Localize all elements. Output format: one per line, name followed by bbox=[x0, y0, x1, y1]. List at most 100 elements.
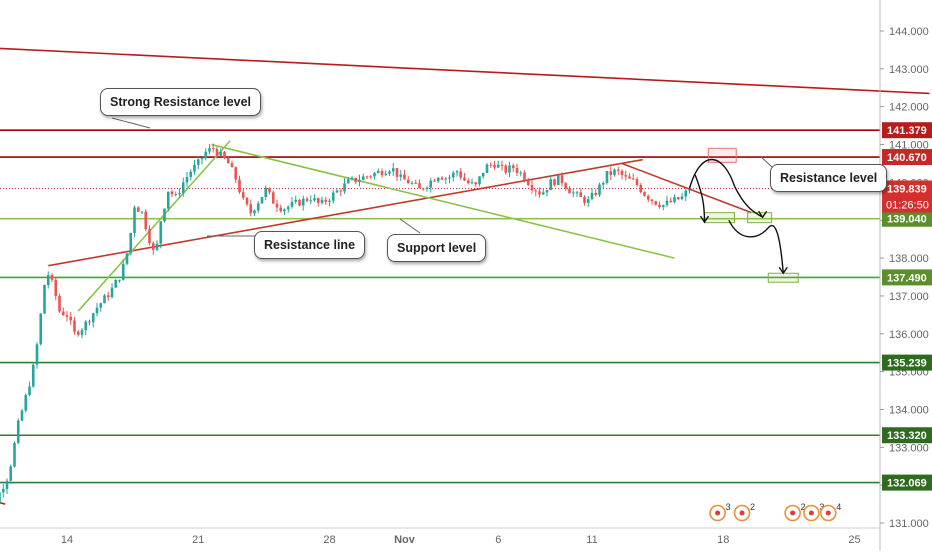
candle-body bbox=[451, 172, 455, 178]
level-badge-6-bg bbox=[882, 474, 932, 491]
candle-body bbox=[526, 180, 530, 186]
candle-body bbox=[106, 295, 110, 298]
candle-body bbox=[369, 176, 373, 178]
candle-body bbox=[335, 190, 339, 193]
candle-body bbox=[294, 199, 298, 202]
candle-body bbox=[249, 204, 253, 214]
candle-body bbox=[46, 274, 50, 286]
leader-support-level bbox=[399, 218, 421, 234]
level-badge-2-bg bbox=[882, 210, 932, 227]
time-axis: 14 21 28 Nov 6 11 18 25 bbox=[61, 534, 861, 546]
candle-body bbox=[594, 192, 598, 195]
candle-body bbox=[418, 183, 421, 189]
event-marker-count-0: 3 bbox=[726, 502, 731, 512]
candle-body bbox=[568, 188, 571, 194]
candle-body bbox=[425, 187, 429, 190]
level-badge-5-label: 133.320 bbox=[887, 430, 927, 442]
candle-body bbox=[13, 442, 16, 467]
candle-body bbox=[320, 199, 324, 203]
event-marker-dot-3 bbox=[808, 510, 814, 516]
candle-body bbox=[358, 179, 361, 183]
candle-body bbox=[159, 221, 163, 244]
candle-body bbox=[628, 176, 631, 179]
candle-body bbox=[241, 192, 245, 198]
x-tick-label: 25 bbox=[848, 534, 860, 546]
annotation-resistance-line: Resistance line bbox=[254, 231, 366, 259]
candle-body bbox=[73, 320, 76, 332]
candle-body bbox=[298, 199, 301, 206]
candle-body bbox=[376, 170, 380, 173]
level-badge-0-bg bbox=[882, 122, 932, 139]
candle-body bbox=[354, 177, 358, 183]
candle-body bbox=[373, 172, 376, 177]
candle-body bbox=[95, 307, 99, 314]
candle-body bbox=[470, 182, 474, 184]
candle-body bbox=[429, 180, 433, 188]
event-marker-dot-2 bbox=[790, 510, 796, 516]
event-marker-dot-4 bbox=[825, 510, 831, 516]
candle-body bbox=[43, 285, 46, 314]
level-badge-0-label: 141.379 bbox=[887, 125, 927, 137]
candle-body bbox=[635, 179, 639, 185]
candle-body bbox=[609, 171, 613, 175]
candle-body bbox=[556, 175, 560, 185]
candle-body bbox=[230, 163, 234, 168]
event-markers: 3 2 2 3 4 bbox=[709, 502, 841, 522]
forecast-box-3 bbox=[767, 272, 799, 283]
level-badge-4-label: 135.239 bbox=[887, 358, 927, 370]
forecast-arrow-up-path bbox=[688, 158, 763, 218]
candle-body bbox=[459, 171, 463, 178]
candle-body bbox=[0, 492, 1, 503]
x-tick-label: Nov bbox=[394, 534, 416, 546]
candle-body bbox=[448, 177, 451, 179]
candle-body bbox=[624, 175, 628, 177]
candle-body bbox=[268, 187, 271, 193]
candle-body bbox=[673, 197, 676, 203]
candle-body bbox=[264, 187, 268, 198]
trendline-2 bbox=[621, 162, 752, 214]
level-badge-5-bg bbox=[882, 427, 932, 444]
countdown-bg bbox=[882, 196, 932, 213]
candle-body bbox=[114, 279, 118, 288]
candle-body bbox=[286, 206, 290, 210]
candle-body bbox=[208, 148, 211, 152]
candle-body bbox=[260, 197, 264, 204]
candle-body bbox=[316, 198, 320, 203]
x-tick-label: 18 bbox=[717, 534, 729, 546]
y-tick-label: 138.000 bbox=[889, 253, 929, 265]
candle-body bbox=[455, 171, 459, 173]
price-axis: 131.000132.000133.000134.000135.000136.0… bbox=[880, 26, 932, 530]
candle-body bbox=[69, 316, 73, 321]
candle-body bbox=[166, 191, 170, 209]
candle-body bbox=[530, 185, 534, 191]
candle-body bbox=[654, 201, 658, 205]
candle-body bbox=[301, 198, 305, 206]
y-tick-label: 131.000 bbox=[889, 518, 929, 530]
level-badge-6-label: 132.069 bbox=[887, 478, 927, 490]
candle-body bbox=[463, 177, 466, 181]
candle-body bbox=[339, 190, 343, 192]
candle-body bbox=[91, 313, 95, 323]
forecast-arrow-drop-path bbox=[694, 174, 706, 223]
forecast-arrowhead-1 bbox=[758, 210, 768, 219]
candle-body bbox=[575, 192, 579, 194]
x-tick-label: 6 bbox=[495, 534, 501, 546]
candle-body bbox=[305, 198, 309, 201]
candle-body bbox=[76, 331, 80, 335]
forecast-arrowhead-0 bbox=[699, 215, 710, 224]
candle-body bbox=[466, 180, 470, 184]
candle-body bbox=[39, 313, 43, 345]
candle-body bbox=[639, 184, 643, 193]
candle-body bbox=[553, 179, 556, 185]
candle-body bbox=[324, 199, 328, 202]
candle-body bbox=[54, 279, 58, 296]
candle-body bbox=[380, 170, 384, 176]
candle-body bbox=[226, 158, 230, 164]
trendline-3 bbox=[211, 143, 675, 259]
candle-body bbox=[181, 182, 185, 194]
forecast-box-2 bbox=[747, 212, 773, 224]
candle-body bbox=[193, 164, 196, 172]
event-marker-count-4: 4 bbox=[836, 502, 841, 512]
candle-body bbox=[140, 211, 144, 213]
